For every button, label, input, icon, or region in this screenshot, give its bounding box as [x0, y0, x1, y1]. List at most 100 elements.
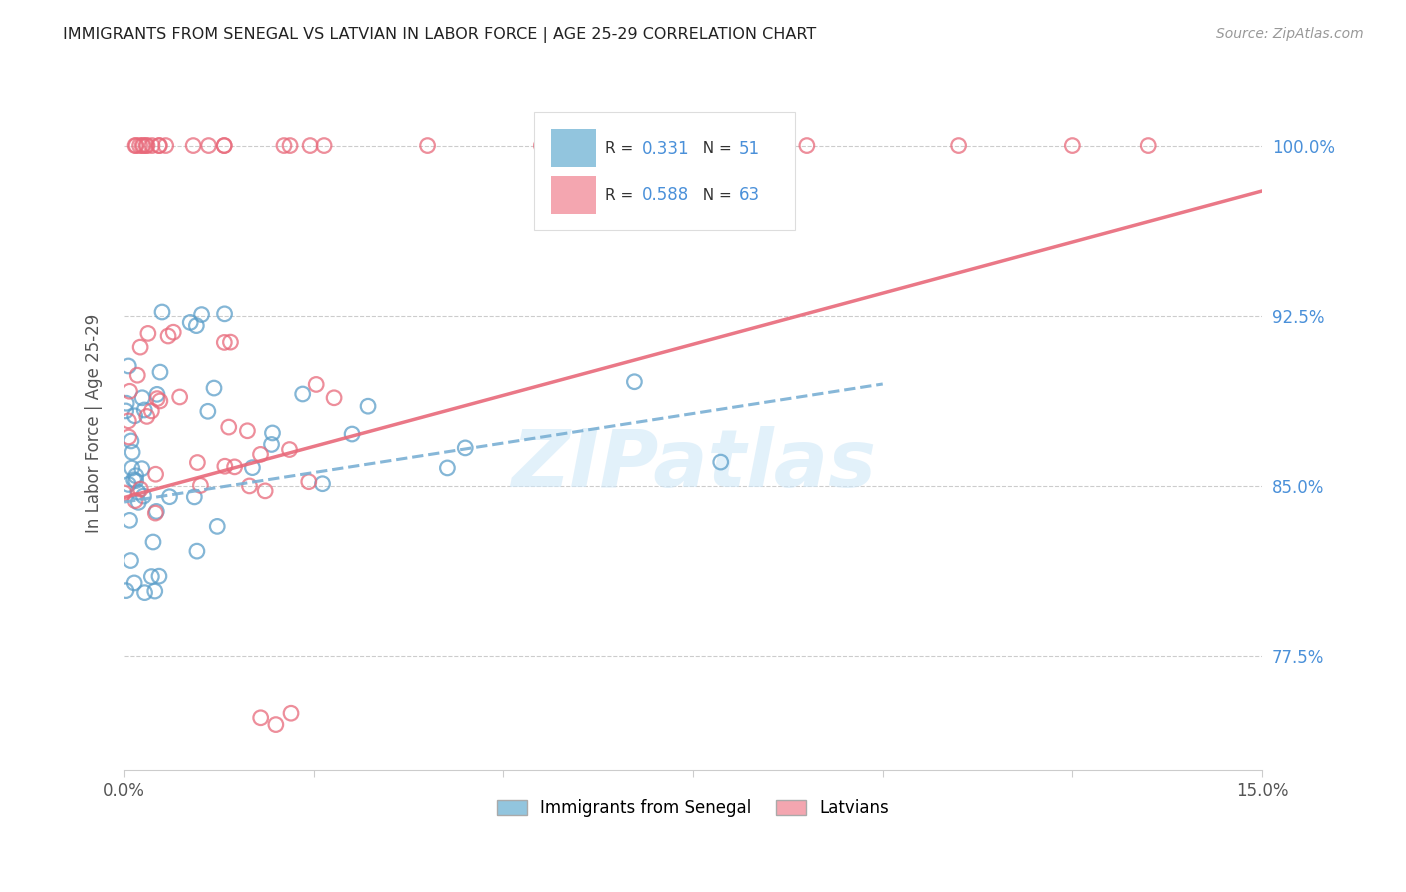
- Point: [112, 486, 135, 500]
- Point: [249, 447, 271, 461]
- Point: [149, 393, 172, 408]
- Point: [145, 504, 167, 518]
- Point: [146, 387, 169, 401]
- Point: [179, 315, 201, 329]
- Point: [183, 490, 205, 504]
- Point: [236, 424, 259, 438]
- Text: R =: R =: [606, 141, 638, 156]
- Point: [190, 478, 212, 492]
- Point: [122, 473, 145, 487]
- Point: [127, 368, 149, 383]
- Point: [125, 474, 148, 488]
- Text: 0.331: 0.331: [643, 140, 689, 158]
- Point: [146, 392, 169, 406]
- Point: [159, 490, 181, 504]
- Point: [242, 460, 264, 475]
- Text: Source: ZipAtlas.com: Source: ZipAtlas.com: [1216, 27, 1364, 41]
- Point: [127, 495, 149, 509]
- Point: [129, 482, 152, 496]
- Point: [148, 138, 170, 153]
- Point: [134, 585, 156, 599]
- Point: [127, 485, 149, 500]
- Point: [129, 340, 152, 354]
- Point: [114, 404, 136, 418]
- Point: [141, 569, 163, 583]
- Point: [264, 717, 287, 731]
- Point: [115, 583, 138, 598]
- Point: [207, 519, 229, 533]
- Point: [162, 325, 184, 339]
- Point: [143, 584, 166, 599]
- Point: [262, 425, 284, 440]
- Text: 51: 51: [738, 140, 759, 158]
- Point: [120, 553, 142, 567]
- Point: [120, 434, 142, 448]
- Point: [202, 381, 225, 395]
- Point: [219, 335, 242, 350]
- Point: [121, 461, 143, 475]
- Point: [214, 459, 236, 474]
- Point: [125, 138, 148, 153]
- Point: [131, 461, 153, 475]
- Point: [280, 706, 302, 721]
- Point: [197, 404, 219, 418]
- Point: [214, 307, 236, 321]
- Point: [314, 138, 336, 153]
- Point: [150, 305, 173, 319]
- Point: [224, 459, 246, 474]
- Point: [124, 409, 146, 423]
- Point: [155, 138, 177, 153]
- Point: [145, 467, 167, 482]
- Point: [212, 138, 235, 153]
- Point: [124, 138, 146, 153]
- Point: [141, 138, 163, 153]
- Point: [135, 138, 157, 153]
- Point: [214, 335, 236, 350]
- Point: [212, 138, 235, 153]
- Point: [118, 384, 141, 399]
- Text: IMMIGRANTS FROM SENEGAL VS LATVIAN IN LABOR FORCE | AGE 25-29 CORRELATION CHART: IMMIGRANTS FROM SENEGAL VS LATVIAN IN LA…: [63, 27, 817, 43]
- Point: [796, 138, 818, 153]
- Point: [260, 437, 283, 451]
- Text: R =: R =: [606, 187, 638, 202]
- Point: [1062, 138, 1084, 153]
- Point: [249, 711, 271, 725]
- Text: 63: 63: [738, 186, 759, 204]
- Point: [291, 387, 314, 401]
- Point: [305, 377, 328, 392]
- Point: [134, 403, 156, 417]
- Point: [122, 575, 145, 590]
- Point: [186, 318, 208, 333]
- Point: [125, 468, 148, 483]
- Point: [190, 308, 212, 322]
- Point: [1137, 138, 1160, 153]
- Point: [357, 399, 380, 413]
- Text: 0.588: 0.588: [643, 186, 689, 204]
- Text: ZIPatlas: ZIPatlas: [510, 426, 876, 504]
- Point: [148, 569, 170, 583]
- Point: [186, 456, 208, 470]
- Point: [148, 138, 170, 153]
- FancyBboxPatch shape: [534, 112, 796, 230]
- Point: [169, 390, 191, 404]
- Point: [117, 414, 139, 428]
- Point: [141, 404, 163, 418]
- Point: [142, 535, 165, 549]
- Point: [254, 483, 277, 498]
- Y-axis label: In Labor Force | Age 25-29: In Labor Force | Age 25-29: [86, 314, 103, 533]
- Point: [299, 138, 322, 153]
- Text: N =: N =: [693, 141, 737, 156]
- Point: [117, 359, 139, 373]
- Point: [118, 430, 141, 444]
- Text: N =: N =: [693, 187, 737, 202]
- Point: [132, 489, 155, 503]
- Point: [436, 461, 458, 475]
- Point: [238, 479, 260, 493]
- Point: [132, 138, 155, 153]
- Point: [682, 138, 704, 153]
- Point: [117, 477, 139, 491]
- Point: [218, 420, 240, 434]
- Point: [273, 138, 295, 153]
- Point: [157, 329, 180, 343]
- Point: [128, 138, 150, 153]
